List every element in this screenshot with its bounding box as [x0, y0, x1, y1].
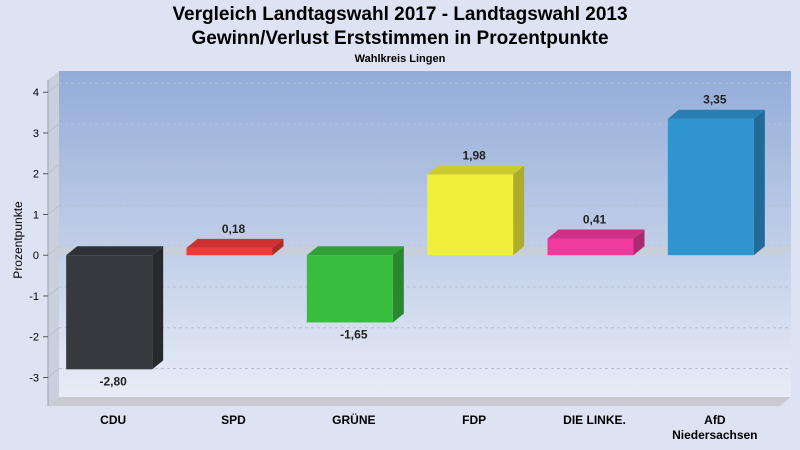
- bar-value-label: 3,35: [703, 93, 727, 107]
- gridline-depth: [47, 327, 60, 338]
- bar: [186, 238, 284, 256]
- bar-side: [513, 165, 525, 256]
- bar-side: [152, 246, 164, 370]
- bar-side: [753, 109, 765, 256]
- plot-left-wall: [48, 71, 59, 406]
- gridline-depth: [47, 164, 60, 175]
- bar-front: [306, 255, 393, 323]
- bar-front: [667, 118, 754, 256]
- bar: [667, 109, 765, 256]
- x-tick-label: AfD: [704, 413, 726, 427]
- gridline-depth: [47, 123, 60, 134]
- bar-value-label: 0,18: [222, 222, 246, 236]
- y-tick-label: 0: [33, 250, 39, 262]
- y-axis-label: Prozentpunkte: [11, 201, 25, 279]
- bar-value-label: 0,41: [583, 213, 607, 227]
- bar-value-label: 1,98: [462, 149, 486, 163]
- bar-front: [427, 174, 514, 256]
- bar-value-label: -2,80: [99, 374, 127, 388]
- gridline-depth: [47, 286, 60, 297]
- bar-front: [66, 255, 153, 370]
- bar-value-label: -1,65: [340, 327, 368, 341]
- y-tick-label: -1: [29, 291, 39, 303]
- x-tick-label: GRÜNE: [332, 412, 375, 427]
- bar-side: [272, 238, 284, 256]
- bar: [427, 165, 525, 256]
- bar: [66, 246, 164, 370]
- x-tick-label-line2: Niedersachsen: [672, 428, 757, 442]
- plot-background: [59, 71, 791, 397]
- x-tick-label: FDP: [462, 413, 486, 427]
- plot-floor: [48, 397, 791, 406]
- bar-top: [66, 246, 164, 256]
- y-tick-label: -3: [29, 372, 39, 384]
- chart-subtitle: Gewinn/Verlust Erststimmen in Prozentpun…: [191, 28, 609, 49]
- x-tick-label: SPD: [221, 413, 246, 427]
- x-tick-label: DIE LINKE.: [563, 413, 626, 427]
- bar-front: [186, 247, 273, 256]
- chart-caption: Wahlkreis Lingen: [354, 53, 446, 65]
- y-tick-label: 2: [33, 169, 39, 181]
- gridline-depth: [47, 82, 60, 93]
- gridline-depth: [47, 205, 60, 215]
- bar-side: [392, 246, 404, 323]
- bar: [547, 229, 645, 256]
- bar-front: [547, 238, 634, 256]
- bar: [306, 246, 404, 323]
- bar-top: [667, 109, 765, 119]
- y-tick-label: 1: [33, 209, 39, 221]
- bar-top: [306, 246, 404, 256]
- y-tick-label: 3: [33, 128, 39, 140]
- bar-top: [547, 229, 645, 239]
- y-tick-label: 4: [33, 87, 39, 99]
- bar-top: [427, 165, 525, 175]
- chart-title: Vergleich Landtagswahl 2017 - Landtagswa…: [172, 4, 628, 25]
- y-tick-label: -2: [29, 332, 39, 344]
- x-tick-label: CDU: [100, 413, 126, 427]
- bar-top: [186, 238, 284, 248]
- bar-side: [633, 229, 645, 256]
- gridline-depth: [47, 368, 60, 378]
